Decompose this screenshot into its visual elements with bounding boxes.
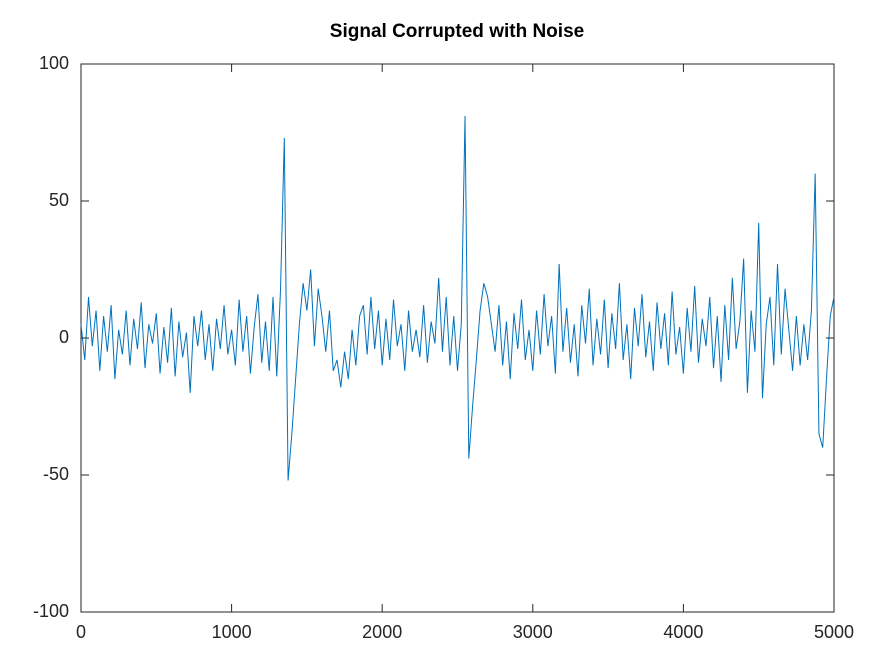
x-tick-label: 3000 [513,622,553,642]
x-tick-label: 1000 [212,622,252,642]
plot-frame [80,63,835,613]
y-tick-label: 0 [59,327,69,347]
y-tick-label: 50 [49,190,69,210]
x-tick-label: 2000 [362,622,402,642]
x-tick-label: 5000 [814,622,854,642]
x-tick-label: 4000 [663,622,703,642]
y-tick-label: 100 [39,53,69,73]
signal-line [80,116,835,481]
chart-title: Signal Corrupted with Noise [330,21,584,42]
y-tick-label: -100 [33,601,69,621]
x-tick-label: 0 [76,622,86,642]
y-tick-label: -50 [43,464,69,484]
